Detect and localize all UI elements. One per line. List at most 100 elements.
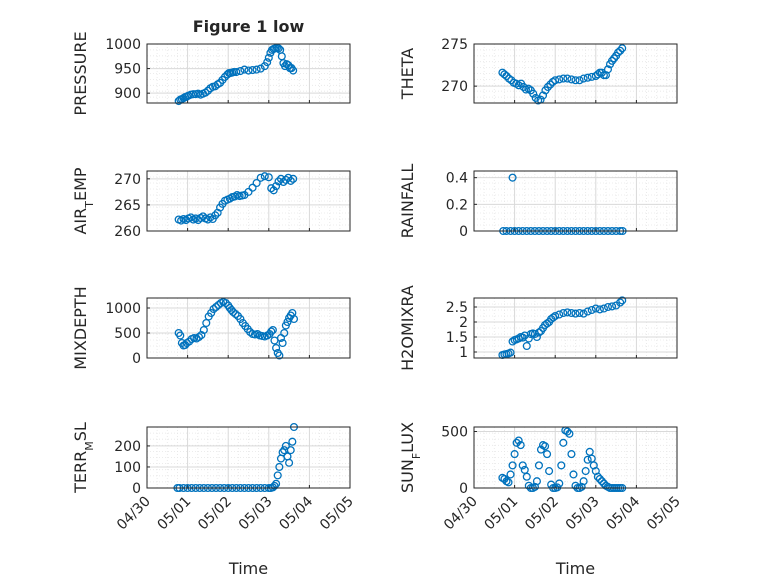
- data-point: [519, 82, 528, 92]
- data-point: [595, 474, 604, 484]
- data-point: [248, 183, 257, 192]
- data-point: [516, 441, 525, 450]
- data-point: [248, 66, 257, 75]
- data-point: [288, 437, 297, 446]
- data-point: [543, 450, 552, 459]
- data-series-mixdepth: [174, 297, 299, 360]
- data-point: [565, 429, 574, 438]
- data-point: [272, 479, 281, 488]
- subplot-air-temp: 260 265 270 AIRTEMP: [71, 167, 351, 240]
- data-point: [278, 338, 287, 348]
- subplot-pressure: 900 950 1000 PRESSURE Figure 1 low: [71, 17, 351, 116]
- data-point: [267, 327, 276, 336]
- data-point: [529, 89, 538, 98]
- data-point: [289, 66, 298, 75]
- data-point: [571, 309, 580, 318]
- data-series-air-temp: [174, 172, 298, 225]
- data-point: [275, 462, 284, 472]
- data-point: [579, 477, 588, 486]
- data-series-theta: [498, 44, 627, 105]
- data-point: [607, 302, 617, 311]
- y-tick-label: 950: [114, 62, 141, 78]
- data-point: [532, 332, 541, 342]
- axes-box: [473, 170, 678, 232]
- data-point: [285, 458, 294, 467]
- data-point: [512, 438, 521, 447]
- data-point: [563, 74, 572, 83]
- data-point: [274, 44, 283, 53]
- data-point: [232, 67, 241, 77]
- data-point: [272, 182, 281, 191]
- data-point: [211, 302, 221, 312]
- data-point: [551, 76, 560, 85]
- data-point: [273, 471, 282, 480]
- data-point: [563, 308, 572, 317]
- data-point: [256, 173, 265, 182]
- y-tick-label: 265: [114, 198, 141, 214]
- data-point: [555, 479, 564, 488]
- data-point: [207, 308, 216, 318]
- data-point: [506, 348, 515, 357]
- data-point: [211, 211, 220, 220]
- data-point: [603, 302, 613, 312]
- y-axis-label: AIRTEMP: [71, 167, 96, 234]
- x-axis-label: Time: [555, 559, 595, 578]
- data-point: [543, 319, 552, 328]
- data-point: [597, 477, 606, 486]
- data-point: [616, 298, 625, 307]
- data-point: [569, 470, 578, 479]
- data-point: [508, 173, 517, 182]
- y-tick-label: 500: [114, 326, 141, 342]
- y-tick-label: 0: [132, 351, 141, 367]
- y-axis-label: TERRMSL: [71, 422, 96, 494]
- data-series-h2omixra: [498, 296, 627, 360]
- data-point: [618, 296, 627, 305]
- y-axis-label: PRESSURE: [71, 31, 90, 115]
- y-tick-label: 2: [459, 315, 468, 331]
- data-point: [524, 334, 533, 343]
- data-point: [278, 448, 287, 457]
- y-tick-label: 275: [441, 37, 468, 53]
- data-point: [567, 75, 576, 84]
- data-point: [283, 317, 292, 327]
- data-point: [256, 64, 265, 73]
- data-point: [252, 178, 261, 188]
- data-point: [263, 58, 272, 67]
- data-point: [514, 436, 523, 445]
- data-point: [244, 187, 253, 196]
- data-point: [506, 470, 515, 479]
- y-axis-label: THETA: [398, 48, 417, 100]
- data-point: [571, 76, 580, 85]
- data-point: [579, 309, 588, 318]
- data-point: [543, 82, 552, 92]
- data-point: [534, 328, 544, 337]
- data-point: [553, 483, 562, 492]
- data-point: [280, 328, 289, 338]
- y-axis-label: SUNFLUX: [398, 422, 423, 493]
- data-point: [203, 86, 212, 95]
- subplot-theta: 270 275 THETA: [398, 37, 678, 105]
- data-point: [532, 477, 541, 486]
- data-point: [176, 331, 185, 340]
- data-point: [229, 307, 238, 317]
- axes-box: [146, 170, 351, 232]
- data-point: [221, 298, 230, 308]
- x-axis-label: Time: [228, 559, 268, 578]
- data-point: [231, 309, 240, 319]
- subplot-h2omixra: 11.522.5 H2OMIXRA: [398, 285, 678, 371]
- data-point: [587, 305, 596, 315]
- data-point: [531, 93, 540, 102]
- y-tick-label: 0: [132, 481, 141, 497]
- data-point: [567, 308, 576, 318]
- data-point: [555, 310, 564, 319]
- data-point: [289, 174, 298, 183]
- figure-title: Figure 1 low: [193, 17, 305, 36]
- data-point: [522, 472, 531, 481]
- data-point: [603, 65, 613, 74]
- data-point: [236, 66, 245, 76]
- data-point: [236, 314, 245, 324]
- data-point: [252, 65, 261, 74]
- data-point: [289, 314, 299, 324]
- data-point: [591, 304, 600, 313]
- data-point: [545, 467, 554, 476]
